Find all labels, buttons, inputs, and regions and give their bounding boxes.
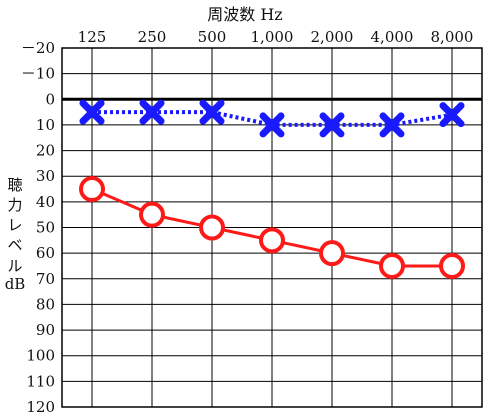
plot-frame: [61, 47, 483, 408]
y-tick-label: 90: [36, 321, 55, 339]
y-tick-label: 100: [26, 347, 55, 365]
data-point-x: [379, 112, 405, 138]
y-tick-labels: －20 －10 0 10 20 30 40 50 60 70 80 90 100 110 120: [21, 39, 55, 416]
y-tick-label: 120: [26, 398, 55, 416]
x-tick-label: 250: [138, 28, 167, 46]
y-tick-label: 20: [36, 142, 55, 160]
y-axis-label-char: dB: [5, 275, 26, 293]
y-tick-label: 80: [36, 295, 55, 313]
y-axis-label-char: ル: [7, 257, 22, 275]
data-point-x: [79, 99, 105, 125]
data-point-x: [439, 102, 465, 128]
series-group: [79, 99, 465, 279]
data-point-circle: [379, 252, 405, 279]
x-tick-label: 125: [78, 28, 107, 46]
data-point-x: [259, 112, 285, 138]
data-point-circle: [79, 176, 105, 203]
x-tick-label: 4,000: [371, 28, 414, 46]
data-point-circle: [439, 252, 465, 279]
y-axis-label-char: ベ: [7, 236, 22, 254]
y-axis-label-char: レ: [7, 216, 22, 234]
y-tick-label: 60: [36, 244, 55, 262]
y-tick-label: 0: [45, 90, 55, 108]
y-tick-label: 30: [36, 167, 55, 185]
x-tick-label: 1,000: [251, 28, 294, 46]
data-point-circle: [139, 201, 165, 228]
y-tick-label: 70: [36, 270, 55, 288]
y-tick-label: －20: [21, 39, 55, 57]
data-point-circle: [259, 227, 285, 254]
y-tick-label: －10: [21, 65, 55, 83]
x-tick-label: 500: [198, 28, 227, 46]
y-axis-label-char: 聴: [7, 176, 22, 194]
y-tick-label: 40: [36, 193, 55, 211]
y-tick-label: 50: [36, 219, 55, 237]
x-tick-labels: 125 250 500 1,000 2,000 4,000 8,000: [78, 28, 474, 46]
data-point-circle: [199, 214, 225, 241]
x-tick-label: 2,000: [311, 28, 354, 46]
y-tick-label: 10: [36, 116, 55, 134]
y-tick-label: 110: [26, 372, 55, 390]
y-axis-label-char: 力: [7, 196, 22, 214]
data-point-x: [139, 99, 165, 125]
data-point-x: [199, 99, 225, 125]
chart-title: 周波数 Hz: [207, 5, 282, 24]
x-tick-label: 8,000: [431, 28, 474, 46]
data-point-circle: [319, 240, 345, 267]
data-point-x: [319, 112, 345, 138]
